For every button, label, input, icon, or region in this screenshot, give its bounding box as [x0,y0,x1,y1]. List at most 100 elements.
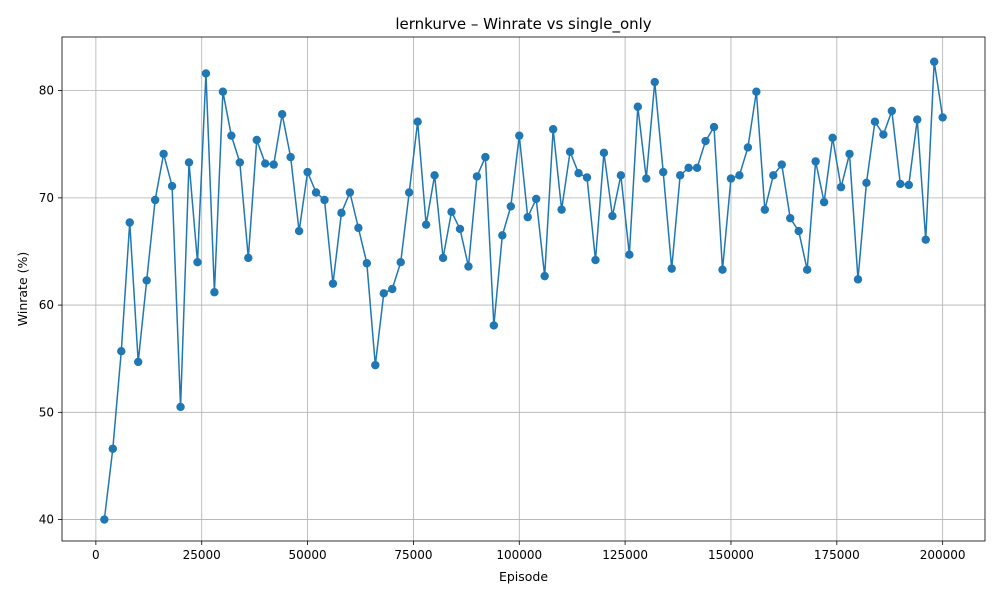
x-tick-label: 150000 [708,548,754,562]
data-point [261,159,270,168]
data-point [760,205,770,214]
data-point [828,133,837,142]
data-point [752,87,761,96]
data-point [472,172,482,181]
y-tick-label: 60 [39,298,54,312]
y-tick-label: 70 [39,191,54,205]
data-point [371,360,380,370]
data-point [726,174,736,183]
data-point [328,279,338,288]
data-point [769,171,778,180]
data-point [286,152,295,162]
data-point [320,195,329,205]
data-point [438,253,448,263]
data-point [201,69,211,78]
data-point [667,264,676,273]
plot-frame [61,36,986,542]
data-point [430,171,439,180]
data-point [134,357,143,367]
data-point [836,182,846,192]
data-point [819,197,829,207]
data-point [743,143,753,152]
data-point [625,250,634,259]
data-point [921,235,930,244]
x-tick-label: 125000 [602,548,648,562]
data-point [481,152,490,162]
data-point [582,173,592,182]
data-point [913,115,922,124]
data-point [455,224,465,234]
data-point [277,110,287,119]
data-point [100,515,109,524]
data-point [574,168,583,178]
data-point [845,149,854,159]
data-points [100,57,947,524]
data-point [896,179,905,189]
x-axis: 0 25000 50000 75000 100000 125000 150000 175000… [92,541,966,562]
data-point [150,195,160,205]
data-point [362,259,372,268]
data-point [929,57,939,66]
chart-title: lernkurve – Winrate vs single_only [395,15,651,34]
data-point [777,160,786,169]
data-point [396,257,405,267]
data-point [650,77,659,87]
x-tick-label: 100000 [496,548,542,562]
data-point [642,174,651,183]
data-point [887,106,897,116]
y-tick-label: 80 [39,84,54,98]
data-point [210,288,219,297]
data-point [786,214,795,223]
data-point [421,220,431,229]
data-point [802,265,812,274]
data-point [388,284,397,294]
data-point [870,117,880,126]
data-point [244,253,253,263]
x-tick-label: 0 [92,548,100,562]
data-point [506,202,515,211]
data-point [675,171,685,180]
data-point [184,158,194,167]
data-point [701,136,710,146]
data-point [599,148,609,158]
data-point [218,87,228,96]
data-point [557,205,566,214]
data-point [633,102,643,111]
data-point [252,135,261,145]
data-point [692,163,702,173]
data-point [167,181,177,191]
data-point [413,117,422,126]
data-point [523,212,532,222]
x-tick-label: 25000 [183,548,221,562]
y-axis: 40 50 60 70 80 [39,84,62,527]
data-point [159,149,168,159]
data-point [108,444,118,453]
data-point [735,171,744,180]
data-point [794,226,803,236]
data-point [879,130,888,139]
x-tick-label: 200000 [920,548,966,562]
data-point [659,167,668,177]
data-point [532,194,541,204]
data-point [709,122,719,132]
data-point [718,265,727,274]
y-tick-label: 40 [39,513,54,527]
x-tick-label: 75000 [394,548,432,562]
data-point [464,262,473,271]
x-tick-label: 50000 [288,548,326,562]
data-point [548,125,558,134]
data-point [447,207,456,216]
data-point [515,131,524,140]
data-point [176,402,185,412]
x-tick-label: 175000 [814,548,860,562]
data-point [684,163,693,173]
data-point [142,276,151,285]
data-point [193,257,202,267]
y-axis-label: Winrate (%) [15,252,30,326]
data-point [227,131,236,140]
data-point [616,171,626,180]
data-point [379,289,388,298]
series-line [103,61,944,520]
